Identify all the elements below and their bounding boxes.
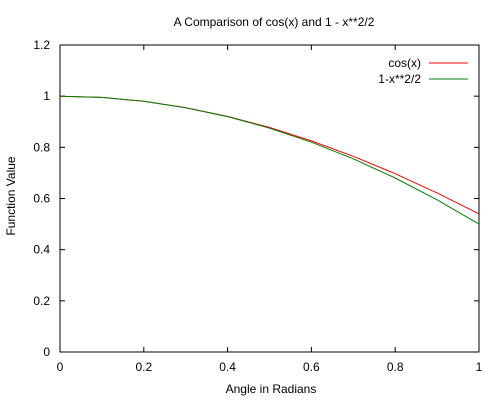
y-tick-label: 0 xyxy=(43,345,50,359)
x-tick-label: 0.6 xyxy=(303,360,320,374)
legend: cos(x) 1-x**2/2 xyxy=(378,56,468,86)
x-tick-label: 0.8 xyxy=(387,360,404,374)
axis-ticks: 0 0.2 0.4 0.6 0.8 1 0 0.2 0.4 0.6 0.8 1 1.2 xyxy=(33,38,482,374)
series-line-cos xyxy=(59,95,480,215)
y-tick-label: 0.6 xyxy=(33,192,50,206)
series-line-taylor xyxy=(59,95,480,225)
y-tick-label: 1 xyxy=(43,89,50,103)
x-tick-label: 0.2 xyxy=(135,360,152,374)
y-tick-label: 1.2 xyxy=(33,38,50,52)
chart-title: A Comparison of cos(x) and 1 - x**2/2 xyxy=(174,15,375,29)
x-tick-label: 0.4 xyxy=(219,360,236,374)
series-layer xyxy=(59,95,480,225)
x-tick-label: 0 xyxy=(57,360,64,374)
plot-area xyxy=(59,44,480,353)
legend-label: cos(x) xyxy=(388,56,421,70)
legend-label: 1-x**2/2 xyxy=(378,72,421,86)
x-tick-label: 1 xyxy=(476,360,483,374)
y-tick-label: 0.4 xyxy=(33,243,50,257)
x-axis-label: Angle in Radians xyxy=(226,382,317,396)
y-tick-label: 0.2 xyxy=(33,294,50,308)
y-tick-label: 0.8 xyxy=(33,140,50,154)
y-axis-label: Function Value xyxy=(4,156,18,235)
